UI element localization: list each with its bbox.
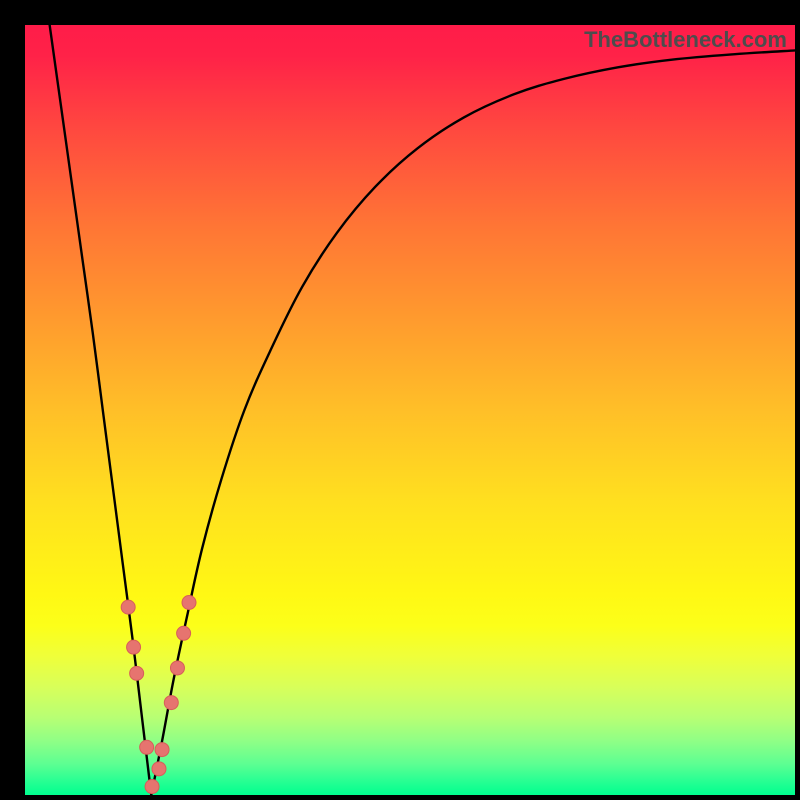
data-point-10 (182, 596, 196, 610)
data-point-0 (121, 600, 135, 614)
data-point-4 (145, 780, 159, 794)
plot-area: TheBottleneck.com (24, 24, 796, 796)
data-point-5 (152, 762, 166, 776)
watermark-text: TheBottleneck.com (584, 27, 787, 53)
data-point-9 (177, 626, 191, 640)
data-point-7 (164, 696, 178, 710)
chart-frame: TheBottleneck.com (0, 0, 800, 800)
data-point-6 (155, 743, 169, 757)
data-point-1 (127, 640, 141, 654)
data-point-2 (130, 666, 144, 680)
data-point-3 (140, 740, 154, 754)
data-point-8 (170, 661, 184, 675)
chart-svg (25, 25, 795, 795)
curve-right-branch (151, 50, 795, 795)
